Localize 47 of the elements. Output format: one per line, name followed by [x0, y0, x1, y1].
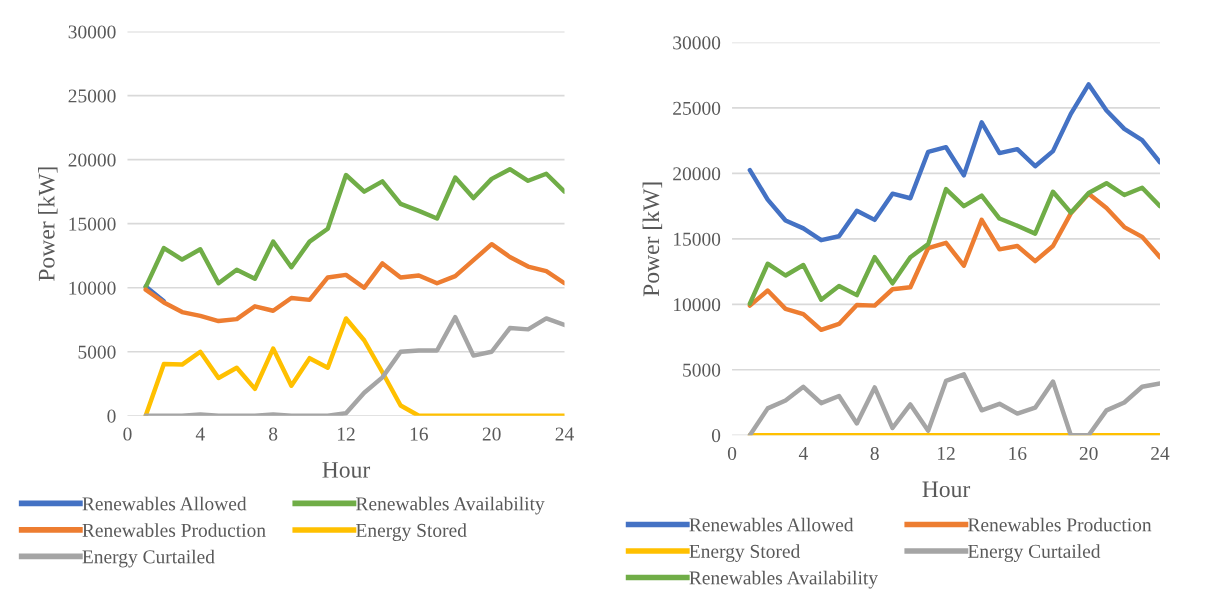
legend-label: Energy Stored [689, 544, 801, 562]
x-tick-label: 4 [195, 427, 205, 441]
y-tick-label: 15000 [674, 232, 721, 246]
legend-label: Energy Curtailed [968, 544, 1101, 562]
legend-label: Renewables Allowed [82, 496, 247, 511]
x-tick-label: 24 [555, 427, 574, 441]
x-tick-label: 20 [482, 427, 501, 441]
y-tick-label: 30000 [68, 25, 116, 39]
x-axis-title: Hour [322, 462, 371, 478]
x-tick-label: 4 [798, 447, 808, 460]
legend-label: Renewables Production [82, 523, 266, 537]
y-tick-label: 5000 [78, 345, 116, 359]
y-tick-label: 20000 [673, 167, 721, 181]
y-tick-label: 10000 [674, 298, 721, 312]
x-tick-label: 0 [123, 427, 132, 441]
line-series [747, 82, 1160, 243]
x-tick-label: 8 [870, 446, 879, 461]
line-series [747, 191, 1160, 333]
legend-label: Energy Stored [356, 523, 467, 541]
x-tick-label: 16 [1009, 446, 1027, 461]
line-series [143, 167, 565, 290]
y-tick-label: 10000 [69, 281, 116, 295]
y-tick-label: 0 [107, 409, 116, 423]
x-tick-label: 0 [727, 446, 737, 461]
legend-label: Renewables Availability [689, 570, 878, 589]
line-series [747, 372, 1160, 436]
y-axis-title: Power [kW] [642, 182, 663, 297]
y-tick-label: 15000 [69, 217, 116, 231]
line-series [747, 181, 1160, 306]
y-tick-label: 25000 [68, 89, 116, 103]
legend-label: Energy Curtailed [82, 549, 215, 568]
x-tick-label: 8 [269, 427, 278, 441]
x-tick-label: 12 [337, 427, 355, 441]
legend-label: Renewables Availability [356, 496, 545, 515]
y-axis-title: Power [kW] [38, 167, 58, 282]
x-axis-title: Hour [922, 481, 971, 498]
x-tick-label: 16 [410, 427, 428, 441]
x-tick-label: 24 [1151, 446, 1170, 460]
line-series [143, 241, 565, 324]
y-tick-label: 25000 [673, 101, 721, 115]
y-tick-label: 5000 [683, 363, 721, 377]
x-tick-label: 20 [1079, 446, 1098, 461]
legend-label: Renewables Allowed [689, 517, 854, 532]
y-tick-label: 20000 [68, 153, 116, 167]
y-tick-label: 30000 [673, 36, 721, 50]
x-tick-label: 12 [938, 446, 955, 460]
legend-label: Renewables Production [968, 517, 1152, 532]
